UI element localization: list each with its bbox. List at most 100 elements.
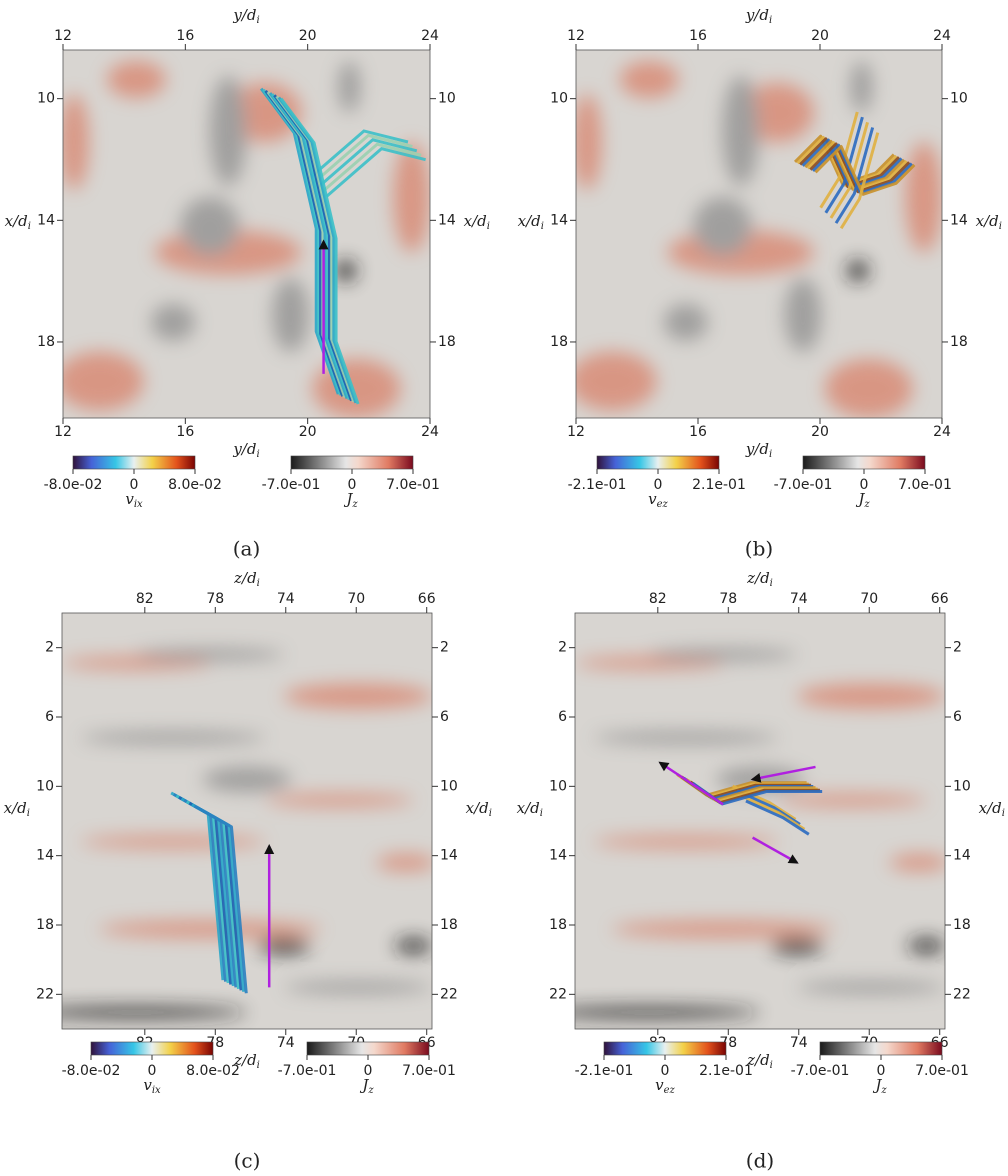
y-tick-label: 2 xyxy=(953,640,962,656)
colorbar-label: Jz xyxy=(343,490,358,510)
field-blob xyxy=(797,683,945,709)
field-blob xyxy=(663,303,708,341)
colorbar-tick-label: 0 xyxy=(348,477,357,493)
x-axis-label: y/di xyxy=(745,6,772,26)
colorbar xyxy=(596,455,720,470)
streamline xyxy=(809,142,911,194)
colorbar-tick-label: 7.0e-01 xyxy=(915,1063,969,1079)
streamline xyxy=(814,145,916,196)
colorbar-label: vix xyxy=(125,490,143,510)
colorbar-label: vez xyxy=(655,1076,675,1096)
streamline xyxy=(819,111,859,209)
y-axis-label: x/di xyxy=(518,212,544,232)
x-axis-label-sub: i xyxy=(770,578,773,589)
field-background xyxy=(62,613,432,1029)
field-blob xyxy=(612,920,834,938)
colorbar-label: Jz xyxy=(872,1076,887,1096)
x-axis-label: z/di xyxy=(746,1051,773,1071)
x-axis-label-sub: i xyxy=(769,449,772,460)
panel-label: (d) xyxy=(746,1149,774,1173)
direction-arrow xyxy=(658,761,724,806)
field-blob xyxy=(850,61,873,113)
x-tick-label: 16 xyxy=(689,28,707,44)
x-axis-label-text: y/d xyxy=(232,440,256,458)
colorbar-tick-label: -7.0e-01 xyxy=(262,477,321,493)
x-axis-label-text: z/d xyxy=(746,1051,770,1069)
y-axis-label: x/di xyxy=(976,212,1002,232)
x-axis-label-text: y/d xyxy=(232,6,256,24)
colorbar-label-sub: z xyxy=(367,1085,374,1096)
x-axis-label: y/di xyxy=(232,440,259,460)
colorbar-label-sub: z xyxy=(863,499,870,510)
colorbar-label: vix xyxy=(143,1076,161,1096)
direction-arrow xyxy=(750,765,816,783)
y-axis-label-sub: i xyxy=(541,221,544,232)
field-blob xyxy=(722,75,759,187)
field-blob xyxy=(905,142,942,253)
plot-frame xyxy=(62,49,431,419)
field-blob xyxy=(824,359,913,418)
field-blob xyxy=(619,61,679,98)
field-blob xyxy=(272,278,309,352)
colorbar-tick-label: 0 xyxy=(661,1063,670,1079)
field-blob xyxy=(846,259,869,282)
y-tick-label: 18 xyxy=(438,334,456,350)
y-axis-label-text: x/d xyxy=(976,212,999,230)
x-axis-label-sub: i xyxy=(770,1060,773,1071)
colorbar-tick-label: 0 xyxy=(130,477,139,493)
colorbar-label-text: J xyxy=(359,1076,369,1094)
colorbar xyxy=(802,455,926,470)
field-blob xyxy=(784,278,822,352)
colorbar-tick-label: 7.0e-01 xyxy=(898,477,952,493)
colorbar-tick-label: 7.0e-01 xyxy=(402,1063,456,1079)
x-tick-label: 70 xyxy=(347,591,365,607)
x-tick-label: 24 xyxy=(933,424,951,440)
x-axis-label-sub: i xyxy=(257,1060,260,1071)
y-tick-label: 18 xyxy=(549,917,567,933)
streamline xyxy=(799,137,901,189)
y-tick-label: 18 xyxy=(953,917,971,933)
x-tick-label: 12 xyxy=(54,424,72,440)
y-tick-label: 18 xyxy=(37,334,55,350)
colorbar-label-sub: ez xyxy=(657,499,669,510)
y-tick-label: 14 xyxy=(438,212,456,228)
x-tick-label: 12 xyxy=(567,28,585,44)
colorbar-label-text: v xyxy=(648,490,657,508)
field-blob xyxy=(284,683,432,709)
y-tick-label: 6 xyxy=(558,709,567,725)
x-tick-label: 82 xyxy=(136,591,154,607)
plot-frame xyxy=(61,612,433,1030)
colorbar-label: Jz xyxy=(855,490,870,510)
x-tick-label: 24 xyxy=(933,28,951,44)
streamline xyxy=(279,97,360,405)
field-blob xyxy=(593,835,779,849)
y-tick-label: 2 xyxy=(558,640,567,656)
field-blob xyxy=(265,793,414,807)
field-plot xyxy=(62,613,432,1029)
x-axis-label-sub: i xyxy=(257,578,260,589)
x-tick-label: 74 xyxy=(277,1035,295,1051)
streamline xyxy=(829,121,869,219)
panel-label: (a) xyxy=(233,537,261,561)
field-blob xyxy=(284,981,432,994)
y-axis-label-sub: i xyxy=(540,808,543,819)
streamline xyxy=(796,135,898,187)
x-tick-label: 82 xyxy=(649,591,667,607)
field-blob xyxy=(395,937,432,955)
x-tick-label: 74 xyxy=(790,1035,808,1051)
x-tick-label: 16 xyxy=(176,424,194,440)
colorbar-tick-label: 2.1e-01 xyxy=(699,1063,753,1079)
colorbar-tick-label: 8.0e-02 xyxy=(168,477,222,493)
colorbar-tick-label: 0 xyxy=(654,477,663,493)
field-plot xyxy=(576,50,942,418)
field-blob xyxy=(63,94,89,190)
y-tick-label: 14 xyxy=(953,848,971,864)
colorbar-tick-label: -7.0e-01 xyxy=(791,1063,850,1079)
colorbar xyxy=(72,455,196,470)
colorbar-label-sub: z xyxy=(880,1085,887,1096)
x-tick-label: 16 xyxy=(689,424,707,440)
x-axis-label-sub: i xyxy=(256,449,259,460)
y-axis-label: x/di xyxy=(466,799,492,819)
y-axis-label-text: x/d xyxy=(517,799,540,817)
y-axis-label-sub: i xyxy=(28,221,31,232)
